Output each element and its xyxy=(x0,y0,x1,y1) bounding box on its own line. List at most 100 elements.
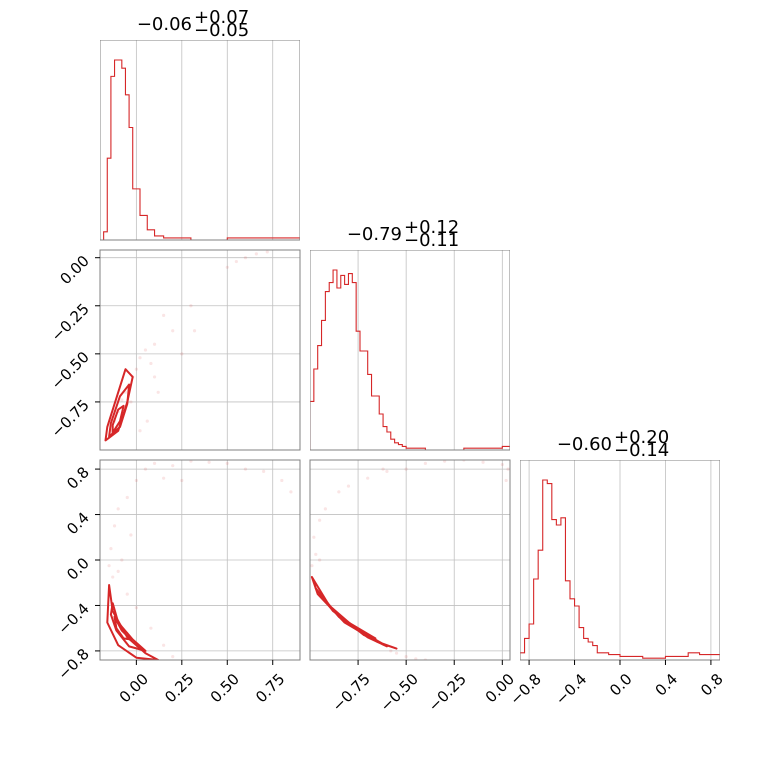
y-tick-label: −0.8 xyxy=(54,645,92,683)
x-tick-label: −0.75 xyxy=(329,670,374,715)
panel-title-1: −0.79 +0.12−0.11 xyxy=(347,217,459,251)
histogram-panel-2 xyxy=(520,460,720,661)
sample-point xyxy=(243,256,248,260)
panel-title-0: −0.06 +0.07−0.05 xyxy=(137,7,249,41)
y-tick-label: −0.25 xyxy=(48,300,93,345)
histogram-step-1 xyxy=(310,269,510,451)
y-tick-label: −0.4 xyxy=(54,600,92,638)
sample-point xyxy=(366,476,370,480)
contour-level-1 xyxy=(109,602,147,652)
sample-point xyxy=(152,342,157,346)
sample-point xyxy=(152,375,157,379)
sample-point xyxy=(129,533,133,537)
sample-point xyxy=(189,460,193,463)
sample-point xyxy=(162,313,166,317)
y-tick-label: −0.50 xyxy=(48,348,93,393)
panel-frame xyxy=(309,459,511,661)
histogram-panel-1 xyxy=(310,250,510,451)
x-tick-label: 0.25 xyxy=(161,670,197,706)
sample-point xyxy=(423,461,427,466)
sample-point xyxy=(385,469,389,473)
sample-point xyxy=(280,246,283,249)
sample-point xyxy=(243,467,248,471)
title-plus-error: +0.07 xyxy=(194,7,249,28)
sample-point xyxy=(152,461,157,466)
sample-point xyxy=(120,398,124,402)
sample-point xyxy=(145,419,149,423)
title-minus-error: −0.05 xyxy=(194,20,249,41)
sample-point xyxy=(312,535,316,539)
panel-title-2: −0.60 +0.20−0.14 xyxy=(557,427,669,461)
sample-point xyxy=(192,329,197,333)
sample-point xyxy=(225,265,229,269)
title-minus-error: −0.14 xyxy=(614,440,669,461)
sample-point xyxy=(254,252,258,256)
title-plus-error: +0.20 xyxy=(614,427,669,448)
sample-point xyxy=(318,518,322,522)
x-tick-label: 0.0 xyxy=(606,670,636,700)
y-tick-label: 0.00 xyxy=(56,252,92,288)
sample-point xyxy=(109,547,113,551)
title-plus-error: +0.12 xyxy=(404,217,459,238)
sample-point xyxy=(112,524,117,528)
sample-point xyxy=(318,558,322,562)
x-tick-label: −0.8 xyxy=(506,670,544,708)
y-tick-label: 0.8 xyxy=(63,463,93,493)
y-tick-label: −0.75 xyxy=(48,396,93,441)
sample-point xyxy=(265,250,269,254)
sample-point xyxy=(443,460,447,463)
y-tick-label: 0.4 xyxy=(63,509,93,539)
sample-point xyxy=(506,467,510,471)
title-median: −0.06 xyxy=(137,14,192,35)
sample-point xyxy=(116,569,120,573)
sample-point xyxy=(138,356,142,360)
sample-point xyxy=(143,348,148,352)
contour-level-2 xyxy=(111,404,125,434)
sample-point xyxy=(404,467,408,471)
sample-point xyxy=(262,469,266,473)
sample-point xyxy=(189,304,193,308)
sample-point xyxy=(225,461,229,466)
sample-point xyxy=(323,507,327,511)
sample-point xyxy=(180,478,184,483)
sample-point xyxy=(162,476,166,480)
histogram-panel-0 xyxy=(100,40,300,241)
sample-point xyxy=(171,329,175,333)
histogram-step-2 xyxy=(520,479,720,660)
sample-point xyxy=(171,654,175,659)
sample-point xyxy=(134,478,138,483)
sample-point xyxy=(156,390,160,394)
sample-point xyxy=(125,495,129,500)
x-tick-label: −0.4 xyxy=(552,670,590,708)
sample-point xyxy=(481,460,485,464)
sample-point xyxy=(138,429,142,433)
sample-point xyxy=(310,564,314,568)
contour-level-0 xyxy=(310,576,398,650)
contour-level-2 xyxy=(113,615,132,641)
title-median: −0.79 xyxy=(347,224,402,245)
sample-point xyxy=(162,643,166,647)
sample-point xyxy=(381,467,385,471)
sample-point xyxy=(414,657,418,660)
sample-point xyxy=(143,467,148,471)
panel-frame xyxy=(310,250,510,451)
x-tick-label: −0.50 xyxy=(377,670,422,715)
sample-point xyxy=(207,460,211,464)
sample-point xyxy=(289,490,293,494)
panel-frame xyxy=(100,40,300,241)
sample-point xyxy=(125,592,129,596)
title-median: −0.60 xyxy=(557,434,612,455)
contour-level-2 xyxy=(347,621,377,640)
sample-point xyxy=(504,478,508,483)
sample-point xyxy=(314,552,318,556)
scatter-panel-2-1 xyxy=(309,459,511,661)
x-tick-label: 0.8 xyxy=(697,670,727,700)
sample-point xyxy=(129,400,133,404)
x-tick-label: −0.25 xyxy=(425,670,470,715)
sample-point xyxy=(500,462,504,467)
scatter-panel-1-0 xyxy=(99,246,301,451)
histogram-step-0 xyxy=(103,59,300,241)
sample-point xyxy=(337,490,341,494)
sample-point xyxy=(134,367,138,371)
scatter-panel-2-0 xyxy=(99,459,301,661)
